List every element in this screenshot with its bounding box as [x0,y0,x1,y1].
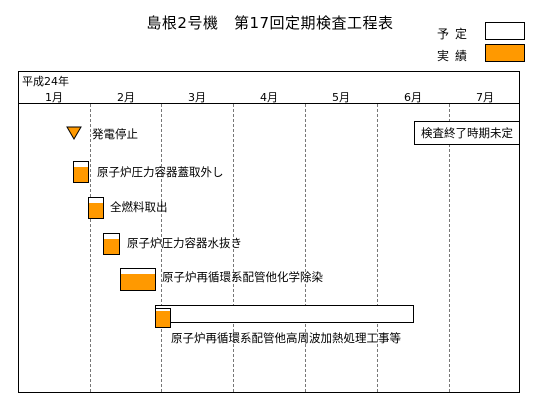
page-title: 島根2号機 第17回定期検査工程表 [146,14,394,32]
month-divider [233,104,234,392]
task-label-fuel-removal: 全燃料取出 [110,200,168,214]
legend-plan-label: 予定 [437,27,474,41]
month-label-3: 3月 [188,91,206,104]
legend-actual-swatch [485,44,525,62]
month-divider [305,104,306,392]
month-label-1: 1月 [45,91,63,104]
month-label-7: 7月 [476,91,494,104]
task-plan-bar-induction-heating [155,305,414,323]
chart-frame [18,71,520,393]
task-bar-rpv-head-removal [73,161,89,183]
month-label-2: 2月 [117,91,135,104]
legend-plan-swatch [485,22,525,40]
task-bar-rpv-drain [103,233,120,255]
task-label-rpv-head-removal: 原子炉圧力容器蓋取外し [97,165,224,179]
task-bar-fuel-removal [88,197,104,219]
month-label-6: 6月 [404,91,422,104]
milestone-triangle-icon [66,126,82,140]
task-label-induction-heating: 原子炉再循環系配管他高周波加熱処理工事等 [171,331,401,345]
inspection-end-note: 検査終了時期未定 [414,121,520,145]
month-divider [90,104,91,392]
task-bar-chemical-decon [120,268,156,291]
month-divider [161,104,162,392]
month-label-5: 5月 [332,91,350,104]
month-label-4: 4月 [260,91,278,104]
header-divider [18,103,520,104]
month-divider [449,104,450,392]
year-label: 平成24年 [22,75,69,88]
task-label-rpv-drain: 原子炉圧力容器水抜き [127,236,242,250]
task-label-chemical-decon: 原子炉再循環系配管他化学除染 [162,270,323,284]
month-divider [377,104,378,392]
task-actual-bar-induction-heating [155,308,171,328]
task-label-shutdown: 発電停止 [92,127,138,141]
legend-actual-label: 実績 [437,49,474,63]
